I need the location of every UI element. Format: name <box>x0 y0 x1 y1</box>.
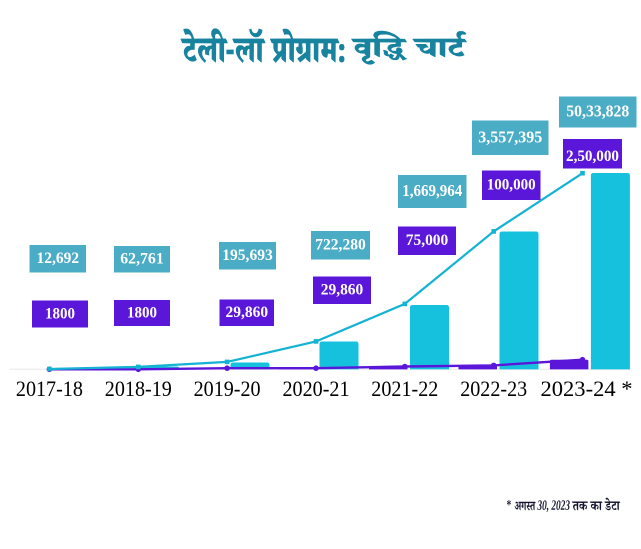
svg-text:2022-23: 2022-23 <box>460 376 527 401</box>
svg-text:2021-22: 2021-22 <box>371 376 438 401</box>
svg-text:2019-20: 2019-20 <box>194 376 261 401</box>
svg-text:3,557,395: 3,557,395 <box>478 127 542 146</box>
svg-text:2018-19: 2018-19 <box>105 376 172 401</box>
svg-text:12,692: 12,692 <box>37 250 80 267</box>
svg-text:2023-24 *: 2023-24 * <box>541 376 633 401</box>
svg-text:50,33,828: 50,33,828 <box>566 102 629 121</box>
svg-text:2,50,000: 2,50,000 <box>566 148 619 165</box>
svg-text:1800: 1800 <box>127 304 157 321</box>
svg-text:100,000: 100,000 <box>487 177 536 194</box>
svg-text:29,860: 29,860 <box>226 304 269 321</box>
svg-text:1800: 1800 <box>45 305 75 322</box>
svg-text:75,000: 75,000 <box>406 232 449 249</box>
svg-text:1,669,964: 1,669,964 <box>402 181 462 200</box>
svg-text:722,280: 722,280 <box>315 237 366 254</box>
svg-text:2017-18: 2017-18 <box>16 376 83 401</box>
svg-text:62,761: 62,761 <box>120 251 164 268</box>
svg-text:29,860: 29,860 <box>321 282 364 299</box>
svg-text:2020-21: 2020-21 <box>283 376 350 401</box>
svg-text:195,693: 195,693 <box>222 247 273 264</box>
